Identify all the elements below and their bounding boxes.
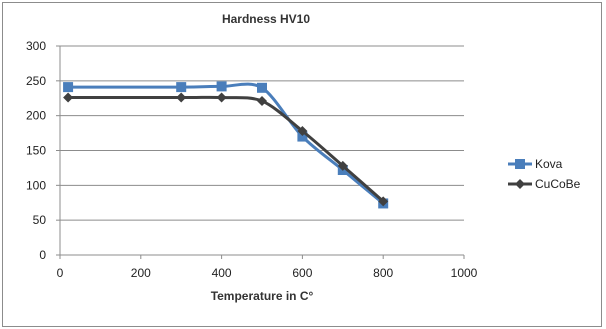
series-cucobe (63, 92, 389, 207)
gridlines (56, 45, 465, 259)
data-point-cucobe (337, 160, 348, 171)
legend-swatch-marker (515, 159, 525, 169)
legend-swatch-marker (515, 179, 525, 189)
series-layer (63, 81, 389, 209)
y-tick-label: 300 (26, 39, 46, 53)
data-point-cucobe (297, 125, 308, 136)
x-tick-label: 400 (212, 266, 232, 280)
data-point-kova (63, 82, 74, 93)
data-point-cucobe (63, 92, 74, 103)
y-tick-label: 0 (39, 248, 46, 262)
chart-title: Hardness HV10 (222, 12, 310, 26)
data-point-cucobe (378, 196, 389, 207)
data-point-kova (297, 131, 308, 142)
data-point-kova (257, 82, 267, 93)
legend: Kova CuCoBe (508, 157, 581, 191)
x-axis-label: Temperature in C° (211, 289, 314, 303)
y-tick-label: 250 (26, 74, 46, 88)
data-point-kova (216, 81, 227, 92)
x-tick-label: 600 (292, 266, 312, 280)
legend-label: CuCoBe (535, 177, 581, 191)
x-tick-label: 1000 (451, 266, 478, 280)
x-tick-label: 0 (57, 266, 64, 280)
legend-label: Kova (535, 157, 563, 171)
y-tick-label: 150 (26, 144, 46, 158)
data-point-kova (176, 82, 187, 93)
data-point-cucobe (216, 92, 227, 103)
y-tick-label: 100 (26, 178, 46, 192)
y-tick-labels: 0 50 100 150 200 250 300 (26, 39, 46, 262)
x-tick-label: 200 (131, 266, 151, 280)
y-tick-label: 200 (26, 109, 46, 123)
data-point-cucobe (176, 92, 187, 103)
x-tick-labels: 0 200 400 600 800 1000 (57, 266, 478, 280)
legend-item-cucobe: CuCoBe (508, 177, 581, 191)
y-tick-label: 50 (33, 213, 47, 227)
chart-border (2, 2, 602, 327)
x-tick-label: 800 (373, 266, 393, 280)
chart-frame: Hardness HV10 0 50 100 150 200 250 300 0 200 400… (2, 2, 602, 327)
legend-item-kova: Kova (508, 157, 563, 171)
data-point-cucobe (257, 96, 267, 107)
